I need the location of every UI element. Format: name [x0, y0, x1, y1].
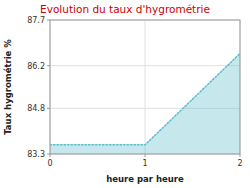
tick-label-x: 0 [47, 159, 52, 168]
tick-label-x: 2 [237, 159, 242, 168]
tick-y [47, 65, 50, 66]
tick-label-x: 1 [142, 159, 147, 168]
y-axis-label: Taux hygrométrie % [3, 39, 13, 135]
tick-x [50, 154, 51, 157]
area [50, 54, 240, 155]
tick-label-y: 87.7 [27, 16, 45, 25]
grid [50, 20, 240, 154]
plot-frame [50, 20, 240, 154]
axes: 83.3 84.8 86.2 87.7 0 1 2 [27, 16, 242, 168]
data [50, 54, 240, 155]
tick-label-y: 86.2 [27, 62, 45, 71]
title: Evolution du taux d'hygrométrie [40, 3, 210, 15]
line [50, 54, 240, 145]
tick-x [145, 154, 146, 157]
chart: 83.3 84.8 86.2 87.7 0 1 2 heure par heure Taux h… [0, 0, 250, 188]
tick-y [47, 108, 50, 109]
tick-label-y: 83.3 [27, 150, 45, 159]
x-axis-label: heure par heure [106, 174, 184, 184]
grid-line-x [145, 20, 146, 154]
plot-background [50, 20, 240, 154]
tick-x [240, 154, 241, 157]
chart-container: 83.3 84.8 86.2 87.7 0 1 2 heure par heure Taux h… [0, 0, 250, 188]
tick-y [47, 20, 50, 21]
tick-label-y: 84.8 [27, 104, 45, 113]
